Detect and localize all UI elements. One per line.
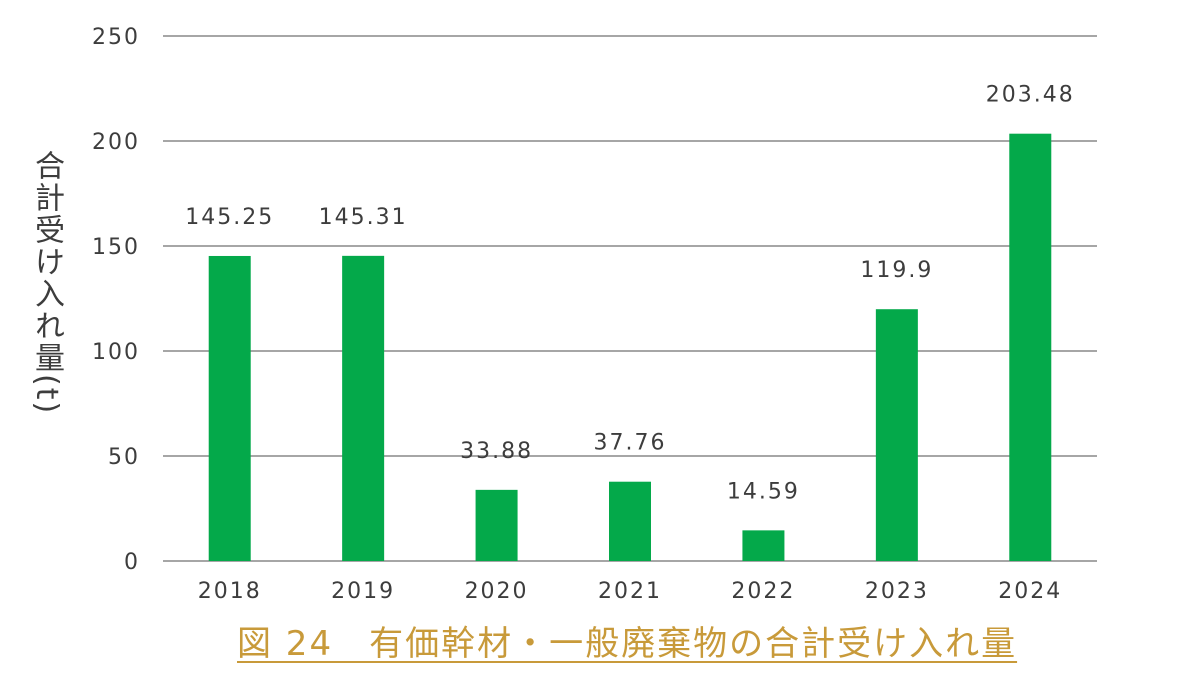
x-tick-label: 2018 bbox=[198, 579, 262, 604]
data-label: 119.9 bbox=[860, 258, 933, 283]
y-tick-label: 150 bbox=[92, 235, 140, 260]
data-label: 14.59 bbox=[727, 479, 800, 504]
x-tick-label: 2023 bbox=[865, 579, 929, 604]
data-label: 145.31 bbox=[319, 205, 408, 230]
y-tick-label: 0 bbox=[124, 550, 140, 575]
y-tick-label: 50 bbox=[108, 445, 140, 470]
bar bbox=[875, 309, 918, 561]
y-tick-label: 200 bbox=[92, 130, 140, 155]
y-tick-labels: 0 50 100 150 200 250 bbox=[92, 25, 140, 575]
bar bbox=[342, 255, 385, 561]
data-label: 203.48 bbox=[986, 83, 1075, 108]
data-label: 37.76 bbox=[594, 431, 667, 456]
x-tick-label: 2021 bbox=[598, 579, 662, 604]
x-tick-label: 2020 bbox=[465, 579, 529, 604]
x-tick-labels: 2018 2019 2020 2021 2022 2023 2024 bbox=[198, 579, 1062, 604]
data-labels: 145.25 145.31 33.88 37.76 14.59 119.9 203.48 bbox=[185, 83, 1075, 505]
data-label: 145.25 bbox=[185, 205, 274, 230]
bar bbox=[208, 255, 251, 561]
y-axis-title: 合計受け入れ量(t) bbox=[29, 150, 64, 416]
x-tick-label: 2019 bbox=[331, 579, 395, 604]
bar bbox=[742, 530, 785, 561]
bars bbox=[208, 133, 1052, 561]
bar bbox=[1009, 133, 1052, 561]
gridlines bbox=[163, 35, 1097, 562]
data-label: 33.88 bbox=[460, 439, 533, 464]
y-tick-label: 100 bbox=[92, 340, 140, 365]
x-tick-label: 2022 bbox=[731, 579, 795, 604]
x-tick-label: 2024 bbox=[998, 579, 1062, 604]
bar bbox=[475, 489, 518, 561]
bar bbox=[609, 481, 651, 561]
figure-caption: 図 24 有価幹材・一般廃棄物の合計受け入れ量 bbox=[237, 624, 1018, 664]
y-tick-label: 250 bbox=[92, 25, 140, 50]
